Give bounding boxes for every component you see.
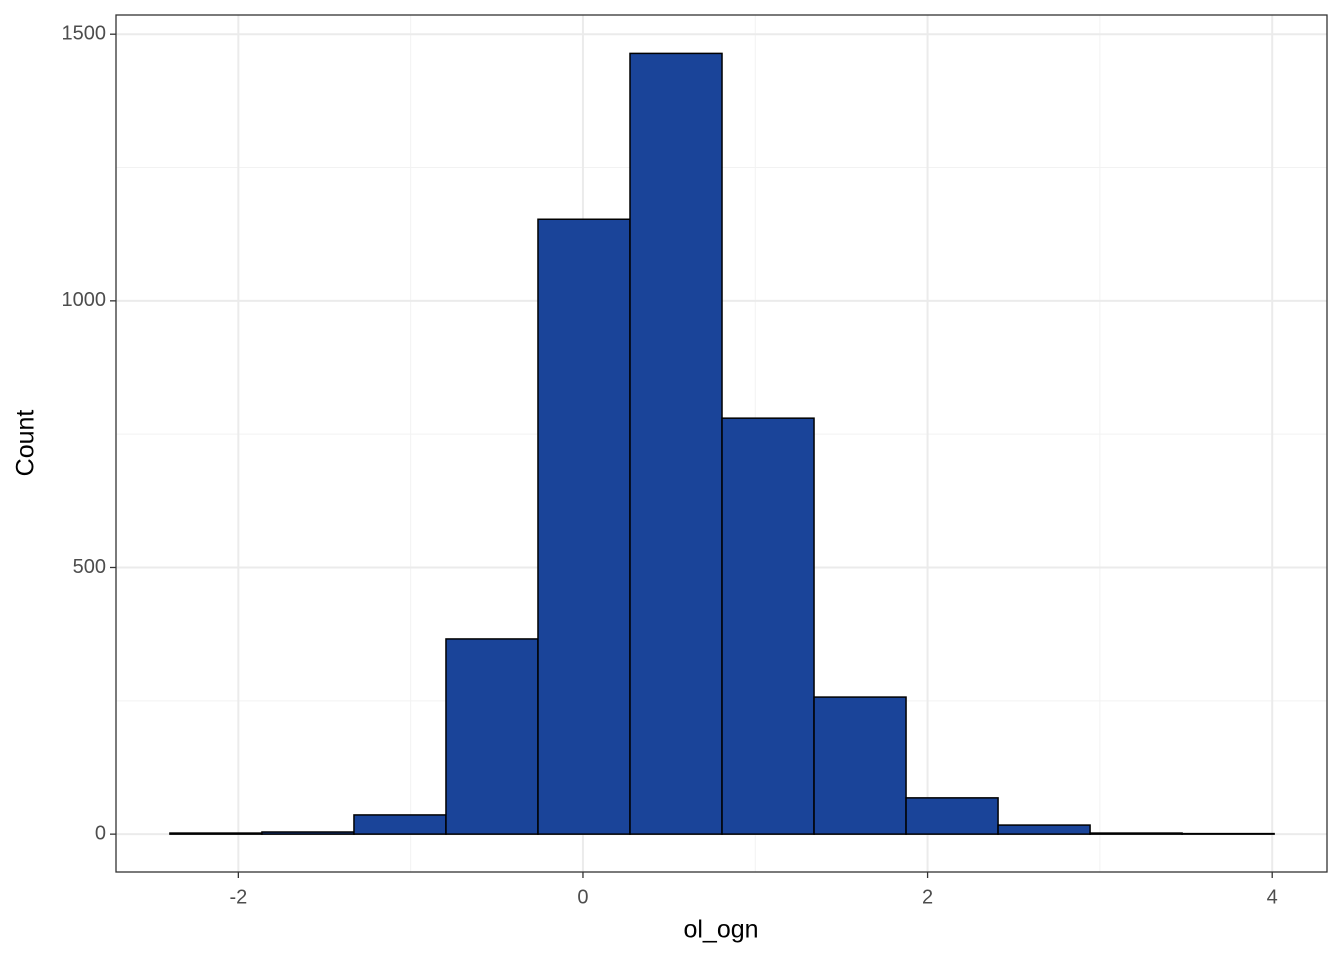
panel-border [115,14,1328,873]
bar [721,417,815,835]
bar [445,638,539,835]
x-tick-label: 2 [922,886,933,908]
y-tick-label: 0 [95,822,106,844]
y-tick-label: 1000 [62,289,107,311]
y-tick-label: 1500 [62,22,107,44]
x-tick-label: -2 [229,886,247,908]
bars [169,52,1275,835]
y-axis-title: Count [12,410,40,477]
bar [537,218,631,835]
bar [905,797,999,835]
bar [353,814,447,835]
x-tick-label: 0 [577,886,588,908]
y-tick-label: 500 [73,556,106,578]
bar [261,831,355,835]
bar [629,52,723,835]
x-axis-title: ol_ogn [683,916,758,944]
x-tick-label: 4 [1267,886,1278,908]
bar [997,824,1091,835]
bar [1089,832,1183,835]
bar [1181,832,1275,835]
bar [169,832,263,835]
bar [813,696,907,835]
